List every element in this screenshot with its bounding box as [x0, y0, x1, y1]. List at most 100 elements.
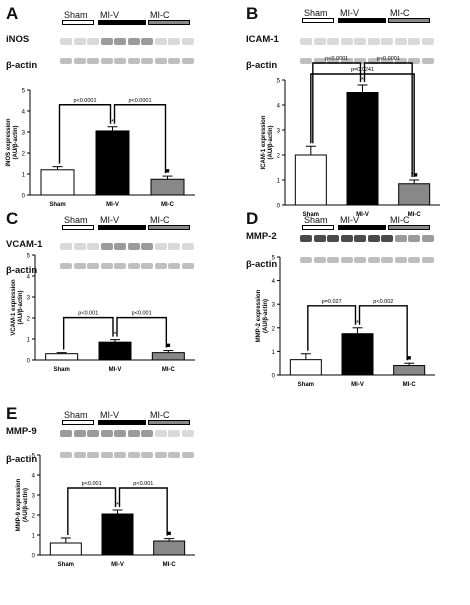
- y-tick-label: 3: [277, 129, 281, 135]
- bar-miv: [98, 341, 132, 361]
- group-header-mic: MI-C: [150, 10, 170, 20]
- group-color-bar: [302, 18, 334, 23]
- group-header-mic: MI-C: [390, 8, 410, 18]
- y-axis-label: ICAM-1 expression: [261, 115, 267, 169]
- blot-band: [421, 58, 434, 64]
- y-tick-label: 2: [277, 154, 281, 160]
- panel-c: C Sham MI-V MI-C VCAM-1 β-actin 0 1 2 3 4 5 VCAM-1 e…: [0, 205, 235, 410]
- blot-band: [73, 430, 86, 437]
- comparison-bracket: [116, 316, 168, 348]
- blot-band: [154, 58, 167, 64]
- y-tick-label: 5: [27, 254, 31, 260]
- significance-marker: *: [116, 502, 119, 509]
- x-tick-label: MI-V: [356, 212, 369, 218]
- x-tick-label: Sham: [298, 382, 314, 388]
- bar-mic: [150, 178, 185, 196]
- blot-band: [60, 263, 72, 269]
- blot-band: [421, 38, 434, 45]
- blot-band: [367, 235, 380, 242]
- blot-band: [87, 38, 99, 45]
- bar-miv: [101, 513, 134, 556]
- blot-band: [313, 58, 326, 64]
- bar-chart-b: 0 1 2 3 4 5 ICAM-1 expression (AU/β-actin) Sham M…: [261, 56, 440, 218]
- y-tick-label: 3: [22, 131, 26, 137]
- y-tick-label: 1: [27, 338, 31, 344]
- blot-band: [87, 243, 99, 250]
- blot-band: [100, 452, 113, 458]
- group-color-bar: [62, 20, 94, 25]
- bar-mic: [153, 540, 186, 556]
- blot-band: [141, 430, 153, 437]
- y-tick-label: 0: [272, 374, 276, 380]
- blot-band: [60, 58, 72, 64]
- blot-band: [114, 430, 126, 437]
- bar-sham: [45, 353, 79, 361]
- comparison-bracket: [307, 305, 357, 351]
- y-tick-label: 4: [22, 110, 26, 116]
- group-header-mic: MI-C: [390, 215, 410, 225]
- group-color-bar: [338, 225, 386, 230]
- blot-band: [141, 243, 153, 250]
- blot-band: [141, 263, 153, 269]
- group-header-sham: Sham: [64, 10, 88, 20]
- blot-band: [73, 263, 86, 269]
- y-tick-label: 3: [32, 494, 36, 500]
- blot-band: [181, 243, 194, 250]
- p-value-label: p=0.0241: [351, 67, 374, 73]
- blot-band: [60, 430, 72, 437]
- comparison-bracket: [113, 104, 167, 174]
- blot-band: [381, 235, 393, 242]
- blot-band: [154, 38, 167, 45]
- comparison-bracket: [363, 62, 413, 177]
- y-tick-label: 4: [32, 474, 36, 480]
- group-header-sham: Sham: [64, 410, 88, 420]
- blot-band: [60, 452, 72, 458]
- blot-band: [127, 430, 140, 437]
- blot-band: [114, 58, 126, 64]
- blot-band: [394, 58, 407, 64]
- blot-band: [354, 58, 366, 64]
- x-tick-label: MI-C: [162, 367, 176, 373]
- y-tick-label: 5: [32, 454, 36, 460]
- group-color-bar: [62, 420, 94, 425]
- blot-band: [168, 263, 180, 269]
- group-header-mic: MI-C: [150, 215, 170, 225]
- blot-band: [127, 263, 140, 269]
- blot-band: [127, 452, 140, 458]
- x-tick-label: MI-C: [163, 562, 177, 568]
- blot-band: [354, 235, 366, 242]
- group-header-sham: Sham: [304, 215, 328, 225]
- y-tick-label: 2: [32, 514, 36, 520]
- panel-letter: E: [6, 404, 18, 423]
- p-value-label: p<0.0001: [325, 56, 348, 62]
- actin-label: β-actin: [6, 60, 38, 71]
- p-value-label: p<0.001: [133, 481, 153, 487]
- blot-band: [60, 38, 72, 45]
- blot-band: [367, 257, 380, 263]
- y-axis-label: (AU/β-actin): [18, 291, 24, 325]
- p-value-label: p<0.002: [373, 299, 393, 305]
- protein-label: MMP-2: [246, 231, 277, 242]
- blot-band: [168, 430, 180, 437]
- blot-band: [141, 38, 153, 45]
- panel-d: D Sham MI-V MI-C MMP-2 β-actin 0 1 2 3 4 5 MMP-2 exp…: [240, 205, 470, 410]
- x-tick-label: MI-C: [161, 202, 175, 208]
- bar-sham: [289, 359, 322, 376]
- bar-miv: [346, 92, 379, 206]
- bar-mic: [393, 365, 426, 376]
- y-tick-label: 5: [272, 256, 276, 262]
- p-value-label: p=0.027: [322, 299, 342, 305]
- group-color-bar: [148, 420, 190, 425]
- actin-label: β-actin: [246, 60, 278, 71]
- x-tick-label: Sham: [58, 562, 74, 568]
- x-tick-label: MI-C: [408, 212, 422, 218]
- x-tick-label: Sham: [53, 367, 69, 373]
- blot-band: [87, 452, 99, 458]
- significance-marker: ■: [165, 168, 169, 175]
- p-value-label: p<0.001: [78, 311, 98, 317]
- significance-marker: *: [111, 119, 114, 126]
- blot-band: [394, 235, 407, 242]
- blot-band: [141, 452, 153, 458]
- comparison-bracket: [67, 487, 117, 535]
- blot-band: [100, 263, 113, 269]
